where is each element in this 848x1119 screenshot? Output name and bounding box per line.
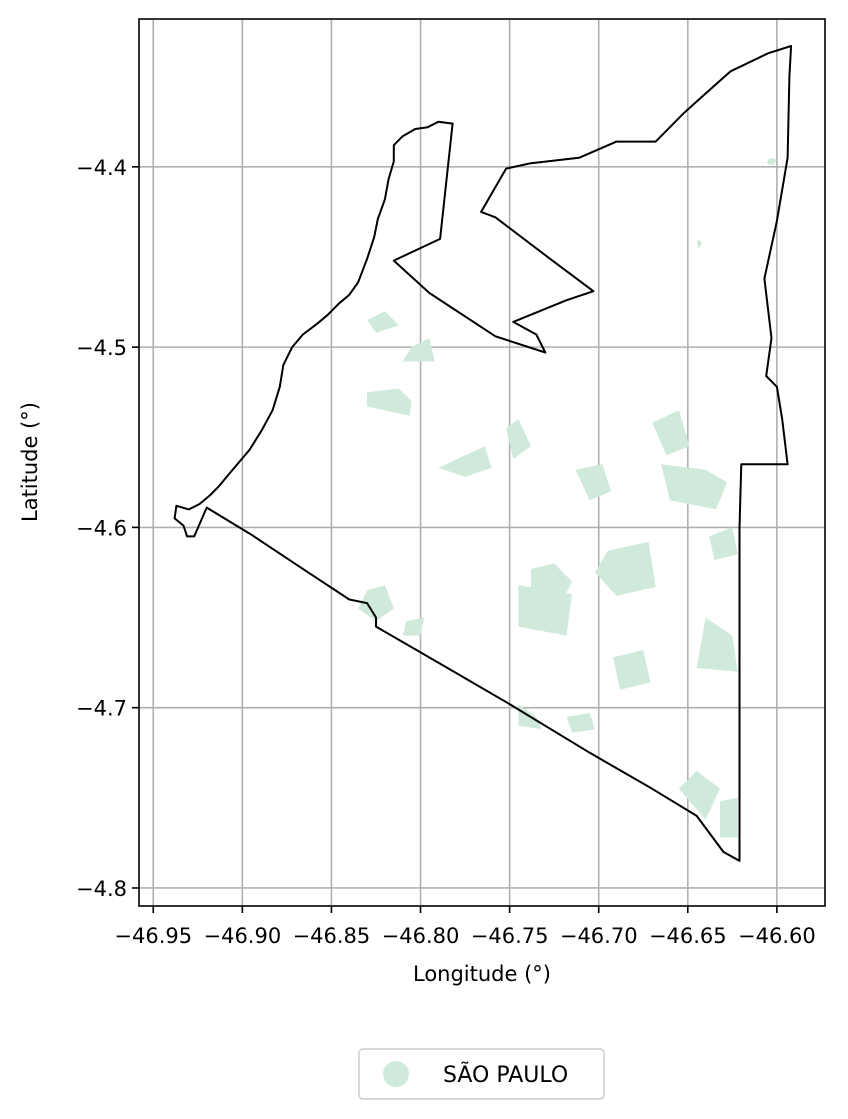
- y-tick-label: −4.4: [76, 156, 127, 180]
- urban-area-patch: [438, 446, 492, 477]
- axes-frame: [138, 18, 826, 907]
- grid-lines: [139, 19, 825, 906]
- x-tick-label: −46.80: [382, 924, 460, 948]
- urban-area-patch: [652, 410, 690, 456]
- urban-area-patch: [696, 617, 738, 672]
- y-tick-label: −4.7: [76, 697, 127, 721]
- urban-area-patch: [678, 770, 720, 820]
- legend: SÃO PAULO: [358, 1048, 605, 1100]
- urban-area-patch: [719, 797, 738, 838]
- legend-marker: [383, 1061, 409, 1087]
- y-tick-label: −4.6: [76, 516, 127, 540]
- x-tick-label: −46.60: [738, 924, 816, 948]
- legend-box: [358, 1048, 605, 1100]
- urban-areas: [358, 157, 777, 838]
- boundary-outline: [173, 45, 793, 862]
- x-tick-label: −46.95: [114, 924, 192, 948]
- axis-ticks: −46.95 −46.90 −46.85 −46.80 −46.75 −46.70 −46.…: [76, 156, 816, 948]
- urban-area-patch: [566, 713, 596, 733]
- x-tick-label: −46.65: [649, 924, 727, 948]
- y-tick-label: −4.8: [76, 877, 127, 901]
- x-tick-label: −46.90: [203, 924, 281, 948]
- y-tick-label: −4.5: [76, 336, 127, 360]
- x-axis-label: Longitude (°): [413, 962, 551, 986]
- urban-area-patch: [402, 338, 435, 362]
- x-tick-label: −46.70: [560, 924, 638, 948]
- urban-area-patch: [506, 419, 531, 459]
- urban-area-patch: [595, 541, 656, 596]
- x-tick-label: −46.75: [471, 924, 549, 948]
- legend-label: SÃO PAULO: [443, 1061, 568, 1088]
- urban-area-patch: [358, 585, 394, 622]
- urban-area-patch: [367, 388, 412, 416]
- x-tick-label: −46.85: [293, 924, 371, 948]
- urban-area-patch: [367, 311, 400, 333]
- urban-area-patch: [709, 527, 738, 560]
- urban-area-patch: [661, 464, 727, 510]
- urban-area-patch: [613, 650, 651, 690]
- y-axis-label: Latitude (°): [18, 402, 42, 522]
- urban-area-patch: [766, 157, 777, 165]
- urban-area-patch: [402, 617, 425, 636]
- municipality-boundary: [173, 45, 793, 862]
- urban-area-patch: [696, 238, 703, 250]
- urban-area-patch: [575, 464, 612, 501]
- urban-area-patch: [518, 585, 572, 636]
